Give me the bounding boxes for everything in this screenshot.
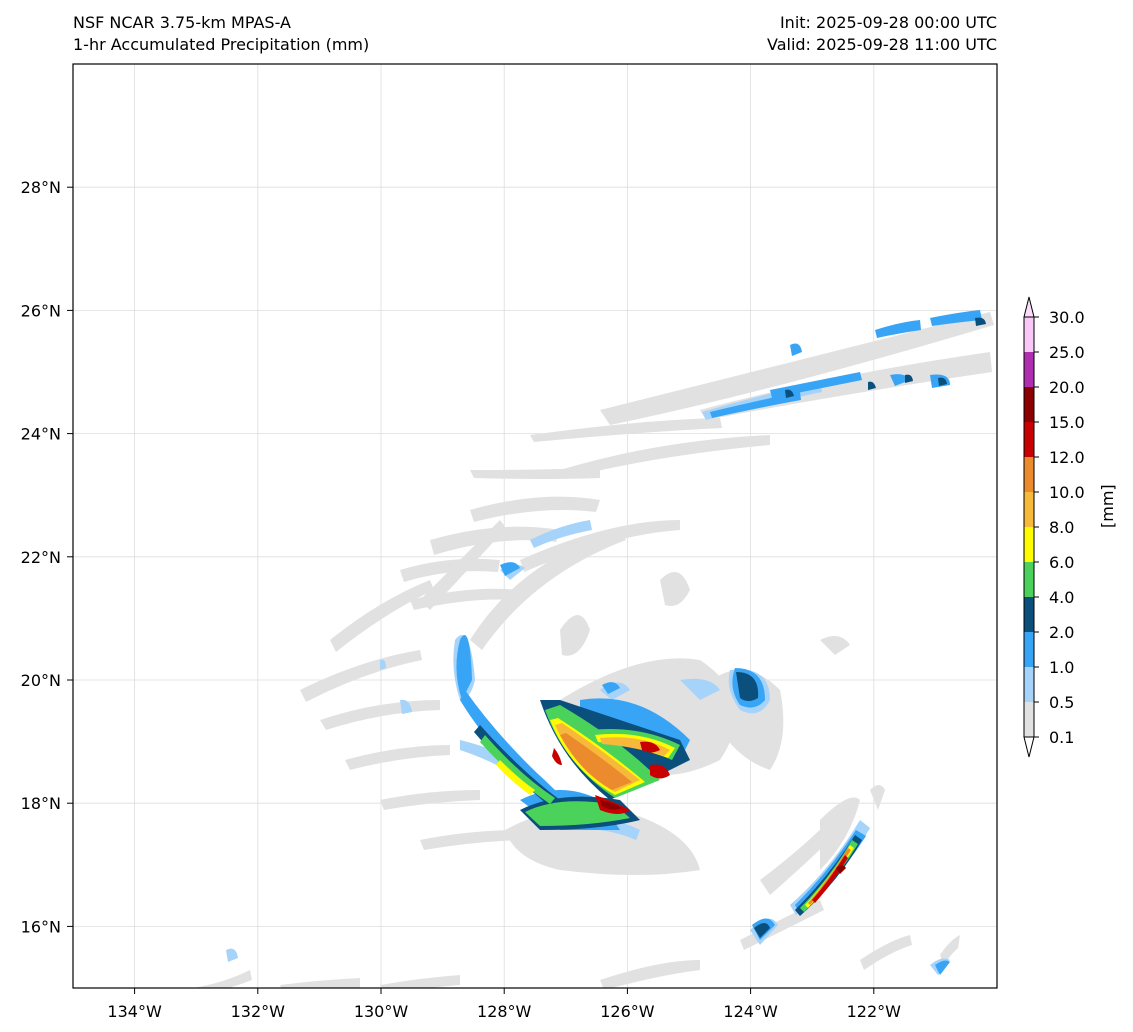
colorbar-swatch (1024, 422, 1034, 457)
colorbar-tick-label: 25.0 (1049, 343, 1085, 362)
colorbar-swatch (1024, 457, 1034, 492)
lat-tick-label: 22°N (21, 548, 61, 567)
colorbar-tick-label: 0.1 (1049, 728, 1074, 747)
longitude-ticks: 134°W 132°W 130°W 128°W 126°W 124°W 122°W (107, 988, 901, 1021)
lon-tick-label: 124°W (723, 1002, 778, 1021)
colorbar-tick-label: 0.5 (1049, 693, 1074, 712)
colorbar-swatch (1024, 597, 1034, 632)
precip-12-bands (560, 733, 851, 905)
lon-tick-label: 134°W (107, 1002, 162, 1021)
lon-tick-label: 128°W (477, 1002, 532, 1021)
lat-tick-label: 18°N (21, 794, 61, 813)
valid-time: Valid: 2025-09-28 11:00 UTC (766, 35, 997, 54)
latitude-ticks: 16°N 18°N 20°N 22°N 24°N 26°N 28°N (21, 178, 73, 936)
lat-tick-label: 20°N (21, 671, 61, 690)
colorbar-tick-label: 20.0 (1049, 378, 1085, 397)
lat-tick-label: 28°N (21, 178, 61, 197)
map-panel: 134°W 132°W 130°W 128°W 126°W 124°W 122°W 16°N… (21, 63, 998, 1021)
lon-tick-label: 122°W (847, 1002, 902, 1021)
colorbar-swatch (1024, 387, 1034, 422)
colorbar-tick-label: 30.0 (1049, 308, 1085, 327)
init-time: Init: 2025-09-28 00:00 UTC (779, 13, 997, 32)
precip-light-bands (193, 312, 994, 988)
colorbar-swatch (1024, 317, 1034, 352)
colorbar-tick-label: 8.0 (1049, 518, 1074, 537)
colorbar-swatch (1024, 352, 1034, 387)
precip-field (193, 310, 994, 988)
lon-tick-label: 130°W (354, 1002, 409, 1021)
lon-tick-label: 126°W (600, 1002, 655, 1021)
model-title: NSF NCAR 3.75-km MPAS-A (73, 13, 291, 32)
precip-20-cells (600, 800, 846, 874)
colorbar-swatch (1024, 667, 1034, 702)
colorbar-tick-label: 12.0 (1049, 448, 1085, 467)
colorbar-unit-label: [mm] (1098, 484, 1117, 528)
colorbar-extend-min (1023, 736, 1035, 758)
colorbar-tick-label: 2.0 (1049, 623, 1074, 642)
lat-tick-label: 16°N (21, 917, 61, 936)
colorbar-swatch (1024, 562, 1034, 597)
colorbar-extend-max (1023, 296, 1035, 318)
field-title: 1-hr Accumulated Precipitation (mm) (73, 35, 370, 54)
map-frame (72, 63, 998, 989)
colorbar: 0.1 0.5 1.0 2.0 4.0 6.0 8.0 10.0 12.0 15.0 20.0 25.… (1023, 296, 1085, 758)
colorbar-tick-label: 1.0 (1049, 658, 1074, 677)
lon-tick-label: 132°W (231, 1002, 286, 1021)
colorbar-swatch (1024, 527, 1034, 562)
colorbar-tick-label: 15.0 (1049, 413, 1085, 432)
colorbar-swatch (1024, 702, 1034, 737)
colorbar-tick-label: 10.0 (1049, 483, 1085, 502)
colorbar-swatch (1024, 492, 1034, 527)
colorbar-tick-label: 6.0 (1049, 553, 1074, 572)
colorbar-swatch (1024, 632, 1034, 667)
lat-tick-label: 26°N (21, 301, 61, 320)
lat-tick-label: 24°N (21, 425, 61, 444)
colorbar-tick-label: 4.0 (1049, 588, 1074, 607)
